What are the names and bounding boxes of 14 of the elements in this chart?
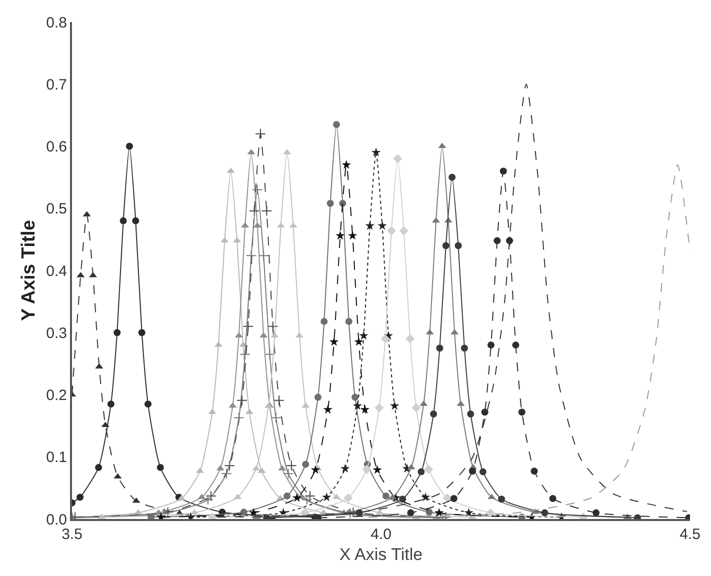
y-tick-label: 0.6 — [46, 138, 67, 156]
y-tick-label: 0.3 — [46, 324, 67, 342]
y-tick-label: 0.8 — [46, 14, 67, 32]
x-axis-title: X Axis Title — [339, 544, 423, 564]
y-tick-label: 0.5 — [46, 200, 67, 218]
x-tick-label: 4.0 — [370, 526, 392, 543]
x-tick-label: 3.5 — [62, 526, 82, 543]
y-tick-label: 0.4 — [46, 262, 67, 280]
y-tick-label: 0.7 — [46, 76, 67, 94]
x-tick-label: 4.5 — [680, 526, 700, 543]
y-axis-title: Y Axis Title — [18, 220, 40, 322]
y-tick-label: 0.2 — [46, 387, 67, 404]
y-tick-label: 0.0 — [46, 511, 67, 528]
y-tick-label: 0.1 — [46, 449, 67, 466]
